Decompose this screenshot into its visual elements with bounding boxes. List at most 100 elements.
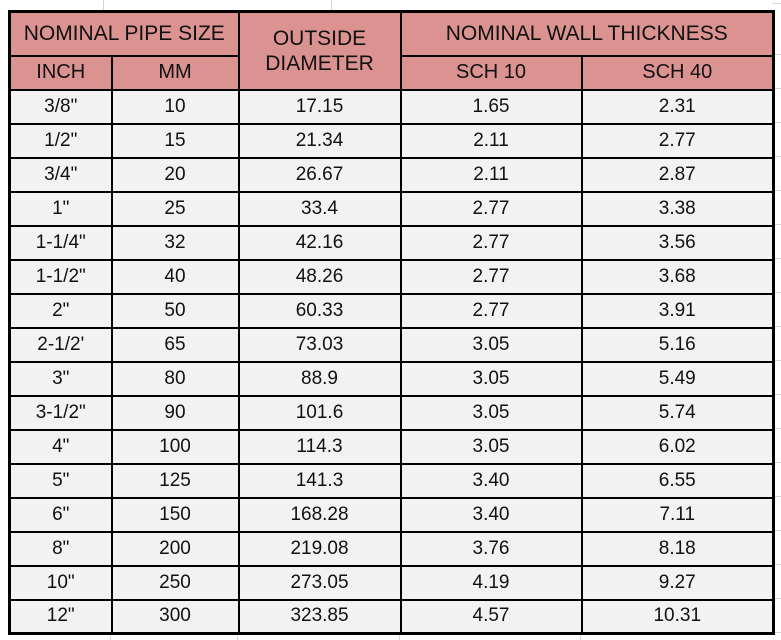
cell-inch[interactable]: 1" <box>8 190 113 227</box>
cell-sch10[interactable]: 3.05 <box>399 428 583 465</box>
cell-sch40[interactable]: 2.77 <box>580 122 775 159</box>
table-row: 3-1/2" 90 101.6 3.05 5.74 <box>8 394 775 431</box>
table-row: 3/8" 10 17.15 1.65 2.31 <box>8 88 775 125</box>
cell-inch[interactable]: 4" <box>8 428 113 465</box>
cell-sch10[interactable]: 2.77 <box>399 224 583 261</box>
cell-od[interactable]: 48.26 <box>237 258 402 295</box>
cell-sch10[interactable]: 3.40 <box>399 462 583 499</box>
cell-od[interactable]: 88.9 <box>237 360 402 397</box>
cell-sch40[interactable]: 9.27 <box>580 564 775 601</box>
cell-inch[interactable]: 10" <box>8 564 113 601</box>
cell-sch40[interactable]: 2.31 <box>580 88 775 125</box>
cell-sch40[interactable]: 5.16 <box>580 326 775 363</box>
cell-mm[interactable]: 32 <box>110 224 240 261</box>
header-mm[interactable]: MM <box>110 54 240 91</box>
cell-od[interactable]: 101.6 <box>237 394 402 431</box>
table-row: 1/2" 15 21.34 2.11 2.77 <box>8 122 775 159</box>
cell-sch10[interactable]: 2.77 <box>399 190 583 227</box>
table-row: 2" 50 60.33 2.77 3.91 <box>8 292 775 329</box>
cell-sch40[interactable]: 8.18 <box>580 530 775 567</box>
cell-mm[interactable]: 20 <box>110 156 240 193</box>
cell-sch40[interactable]: 5.49 <box>580 360 775 397</box>
cell-sch40[interactable]: 5.74 <box>580 394 775 431</box>
cell-inch[interactable]: 3" <box>8 360 113 397</box>
cell-od[interactable]: 323.85 <box>237 598 402 635</box>
header-nominal-pipe-size[interactable]: NOMINAL PIPE SIZE <box>8 10 240 57</box>
cell-od[interactable]: 26.67 <box>237 156 402 193</box>
cell-inch[interactable]: 1/2" <box>8 122 113 159</box>
cell-inch[interactable]: 6" <box>8 496 113 533</box>
cell-mm[interactable]: 65 <box>110 326 240 363</box>
header-sch-10[interactable]: SCH 10 <box>399 54 583 91</box>
cell-mm[interactable]: 125 <box>110 462 240 499</box>
cell-sch10[interactable]: 3.76 <box>399 530 583 567</box>
cell-inch[interactable]: 3/4" <box>8 156 113 193</box>
cell-sch10[interactable]: 4.57 <box>399 598 583 635</box>
cell-mm[interactable]: 100 <box>110 428 240 465</box>
cell-sch10[interactable]: 2.77 <box>399 292 583 329</box>
cell-mm[interactable]: 10 <box>110 88 240 125</box>
cell-sch10[interactable]: 3.40 <box>399 496 583 533</box>
cell-inch[interactable]: 8" <box>8 530 113 567</box>
header-inch[interactable]: INCH <box>8 54 113 91</box>
cell-od[interactable]: 21.34 <box>237 122 402 159</box>
cell-sch10[interactable]: 2.77 <box>399 258 583 295</box>
gridline <box>331 0 332 10</box>
header-outside-diameter[interactable]: OUTSIDE DIAMETER <box>237 10 402 91</box>
cell-sch10[interactable]: 2.11 <box>399 156 583 193</box>
table-row: 3" 80 88.9 3.05 5.49 <box>8 360 775 397</box>
cell-sch10[interactable]: 4.19 <box>399 564 583 601</box>
cell-inch[interactable]: 12" <box>8 598 113 635</box>
cell-mm[interactable]: 250 <box>110 564 240 601</box>
cell-inch[interactable]: 2" <box>8 292 113 329</box>
table-row: 12" 300 323.85 4.57 10.31 <box>8 598 775 635</box>
table-body: 3/8" 10 17.15 1.65 2.31 1/2" 15 21.34 2.… <box>8 88 775 635</box>
cell-sch40[interactable]: 6.02 <box>580 428 775 465</box>
table-row: 5" 125 141.3 3.40 6.55 <box>8 462 775 499</box>
cell-sch40[interactable]: 10.31 <box>580 598 775 635</box>
cell-mm[interactable]: 50 <box>110 292 240 329</box>
cell-mm[interactable]: 15 <box>110 122 240 159</box>
cell-od[interactable]: 219.08 <box>237 530 402 567</box>
cell-od[interactable]: 273.05 <box>237 564 402 601</box>
cell-sch10[interactable]: 1.65 <box>399 88 583 125</box>
cell-sch10[interactable]: 3.05 <box>399 394 583 431</box>
cell-mm[interactable]: 90 <box>110 394 240 431</box>
cell-mm[interactable]: 40 <box>110 258 240 295</box>
cell-sch40[interactable]: 3.68 <box>580 258 775 295</box>
cell-inch[interactable]: 2-1/2' <box>8 326 113 363</box>
cell-od[interactable]: 168.28 <box>237 496 402 533</box>
gridline <box>772 3 781 4</box>
cell-mm[interactable]: 150 <box>110 496 240 533</box>
cell-sch40[interactable]: 3.56 <box>580 224 775 261</box>
cell-od[interactable]: 42.16 <box>237 224 402 261</box>
cell-sch40[interactable]: 6.55 <box>580 462 775 499</box>
cell-sch10[interactable]: 3.05 <box>399 360 583 397</box>
cell-od[interactable]: 141.3 <box>237 462 402 499</box>
cell-od[interactable]: 114.3 <box>237 428 402 465</box>
cell-inch[interactable]: 1-1/4" <box>8 224 113 261</box>
cell-sch40[interactable]: 2.87 <box>580 156 775 193</box>
cell-od[interactable]: 60.33 <box>237 292 402 329</box>
cell-sch40[interactable]: 3.38 <box>580 190 775 227</box>
cell-sch40[interactable]: 7.11 <box>580 496 775 533</box>
cell-sch40[interactable]: 3.91 <box>580 292 775 329</box>
cell-od[interactable]: 17.15 <box>237 88 402 125</box>
cell-od[interactable]: 33.4 <box>237 190 402 227</box>
cell-mm[interactable]: 80 <box>110 360 240 397</box>
cell-sch10[interactable]: 2.11 <box>399 122 583 159</box>
cell-mm[interactable]: 200 <box>110 530 240 567</box>
table-row: 10" 250 273.05 4.19 9.27 <box>8 564 775 601</box>
cell-od[interactable]: 73.03 <box>237 326 402 363</box>
table-row: 6" 150 168.28 3.40 7.11 <box>8 496 775 533</box>
header-nominal-wall-thickness[interactable]: NOMINAL WALL THICKNESS <box>399 10 775 57</box>
cell-inch[interactable]: 5" <box>8 462 113 499</box>
cell-inch[interactable]: 3-1/2" <box>8 394 113 431</box>
header-sch-40[interactable]: SCH 40 <box>580 54 775 91</box>
cell-inch[interactable]: 1-1/2" <box>8 258 113 295</box>
cell-inch[interactable]: 3/8" <box>8 88 113 125</box>
cell-mm[interactable]: 25 <box>110 190 240 227</box>
cell-mm[interactable]: 300 <box>110 598 240 635</box>
cell-sch10[interactable]: 3.05 <box>399 326 583 363</box>
